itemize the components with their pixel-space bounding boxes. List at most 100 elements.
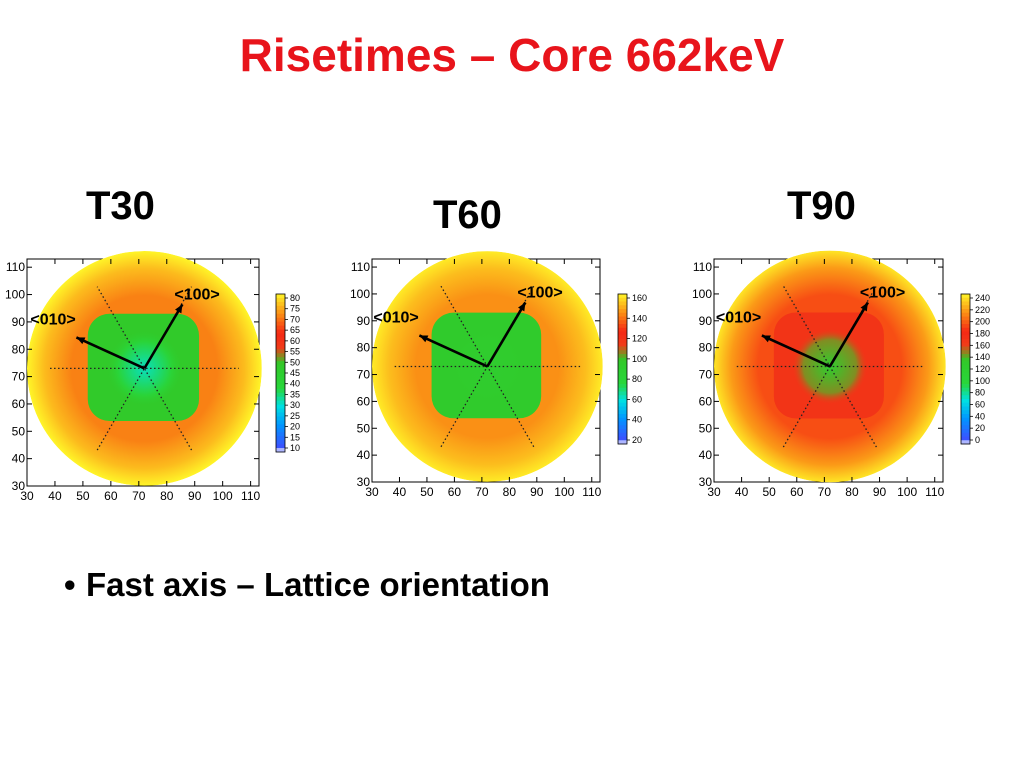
colorbar-frame: [617, 293, 628, 445]
colorbar-segment: [276, 294, 285, 299]
colorbar-tick-label: 35: [290, 389, 300, 399]
colorbar-segment: [618, 440, 627, 445]
colorbar-segment: [618, 331, 627, 336]
colorbar-segment: [618, 342, 627, 347]
colorbar-segment: [618, 305, 627, 310]
colorbar-segment: [618, 365, 627, 370]
colorbar-segment: [276, 436, 285, 441]
x-tick-label: 100: [897, 485, 917, 499]
colorbar-segment: [618, 346, 627, 351]
colorbar-tick-label: 55: [290, 347, 300, 357]
x-tick-label: 40: [735, 485, 749, 499]
axis-010-arrow: [418, 334, 488, 368]
colorbar-tick-label: 60: [290, 336, 300, 346]
x-tick-label: 70: [818, 485, 832, 499]
colorbar-segment: [618, 417, 627, 422]
heatmap-t90: <100> <010> 30 40 50 60 70 80 90 100 110 30 40 50 60 70…: [692, 250, 990, 499]
colorbar-segment: [276, 388, 285, 394]
colorbar-segment: [961, 369, 970, 374]
colorbar-segment: [961, 399, 970, 404]
colorbar-tick-label: 50: [290, 357, 300, 367]
colorbar-tick-label: 70: [290, 314, 300, 324]
colorbar-segment: [961, 350, 970, 355]
colorbar-tick-label: 100: [632, 354, 647, 364]
axis-100-label: <100>: [860, 284, 905, 301]
colorbar-segment: [276, 333, 285, 338]
colorbar-segment: [618, 294, 627, 299]
colorbar-tick-label: 45: [290, 368, 300, 378]
colorbar-segment: [276, 392, 285, 398]
y-tick-label: 90: [699, 314, 713, 328]
colorbar-segment: [618, 399, 627, 404]
axis-100-arrow: [486, 301, 527, 368]
colorbar-segment: [618, 350, 627, 355]
colorbar-segment: [618, 410, 627, 415]
x-tick-label: 30: [365, 485, 379, 499]
heatmap-t60: <100> <010> 30 40 50 60 70 80 90 100 110 30 40 50 60 70…: [350, 251, 647, 499]
colorbar-segment: [276, 376, 285, 382]
colorbar-segment: [276, 373, 285, 378]
y-tick-label: 30: [357, 475, 371, 489]
x-tick-label: 110: [925, 485, 944, 499]
colorbar-segment: [618, 361, 627, 366]
colorbar-segment: [276, 440, 285, 445]
colorbar-segment: [618, 387, 627, 392]
bullet-item: • Fast axis – Lattice orientation: [64, 566, 550, 604]
axis-100-arrow: [143, 303, 184, 370]
colorbar-segment: [618, 432, 627, 437]
colorbar-segment: [276, 408, 285, 413]
heatmap-t30: <100> <010> 30 40 50 60 70 80 90 100 110 30 40 50 60 70…: [5, 251, 300, 503]
slide-title: Risetimes – Core 662keV: [239, 29, 785, 81]
colorbar-segment: [961, 395, 970, 400]
colorbar-segment: [618, 316, 627, 321]
y-tick-label: 100: [692, 287, 712, 301]
colorbar-segment: [618, 372, 627, 377]
colorbar-segment: [618, 380, 627, 385]
x-tick-label: 110: [241, 489, 260, 503]
x-tick-label: 90: [530, 485, 544, 499]
colorbar-segment: [961, 354, 970, 359]
colorbar-segment: [961, 294, 970, 299]
colorbar-segment: [961, 372, 970, 377]
colorbar-segment: [618, 357, 627, 362]
colorbar-tick-label: 140: [632, 313, 647, 323]
colorbar-segment: [276, 369, 285, 374]
colorbar-segment: [961, 339, 970, 344]
colorbar-segment: [276, 329, 285, 334]
panel-title-t90: T90: [787, 184, 856, 228]
colorbar-tick-label: 0: [975, 435, 980, 445]
y-tick-label: 110: [6, 260, 25, 274]
colorbar-segment: [961, 410, 970, 415]
colorbar-segment: [276, 400, 285, 406]
colorbar-tick-label: 80: [632, 374, 642, 384]
colorbar-segment: [961, 380, 970, 385]
x-tick-label: 80: [503, 485, 517, 499]
colorbar-segment: [618, 436, 627, 441]
colorbar-tick-label: 60: [975, 400, 985, 410]
colorbar-tick-label: 25: [290, 411, 300, 421]
colorbar-segment: [961, 417, 970, 422]
colorbar-segment: [276, 416, 285, 421]
colorbar-tick-label: 80: [290, 293, 300, 303]
axis-010-label: <010>: [30, 311, 75, 328]
colorbar-segment: [961, 301, 970, 306]
colorbar-segment: [961, 309, 970, 314]
panel-title-t60: T60: [433, 193, 502, 237]
y-tick-label: 100: [350, 287, 370, 301]
colorbar-segment: [276, 412, 285, 417]
colorbar-segment: [618, 391, 627, 396]
colorbar-segment: [276, 349, 285, 354]
colorbar-segment: [961, 335, 970, 340]
colorbar-segment: [618, 339, 627, 344]
colorbar-segment: [961, 440, 970, 445]
colorbar-segment: [618, 335, 627, 340]
colorbar-segment: [961, 305, 970, 310]
y-tick-label: 60: [699, 394, 713, 408]
axis-010-label: <010>: [373, 309, 418, 326]
colorbar-segment: [618, 425, 627, 430]
colorbar-tick-label: 75: [290, 304, 300, 314]
colorbar-segment: [618, 429, 627, 434]
colorbar-segment: [618, 402, 627, 407]
colorbar-segment: [961, 365, 970, 370]
